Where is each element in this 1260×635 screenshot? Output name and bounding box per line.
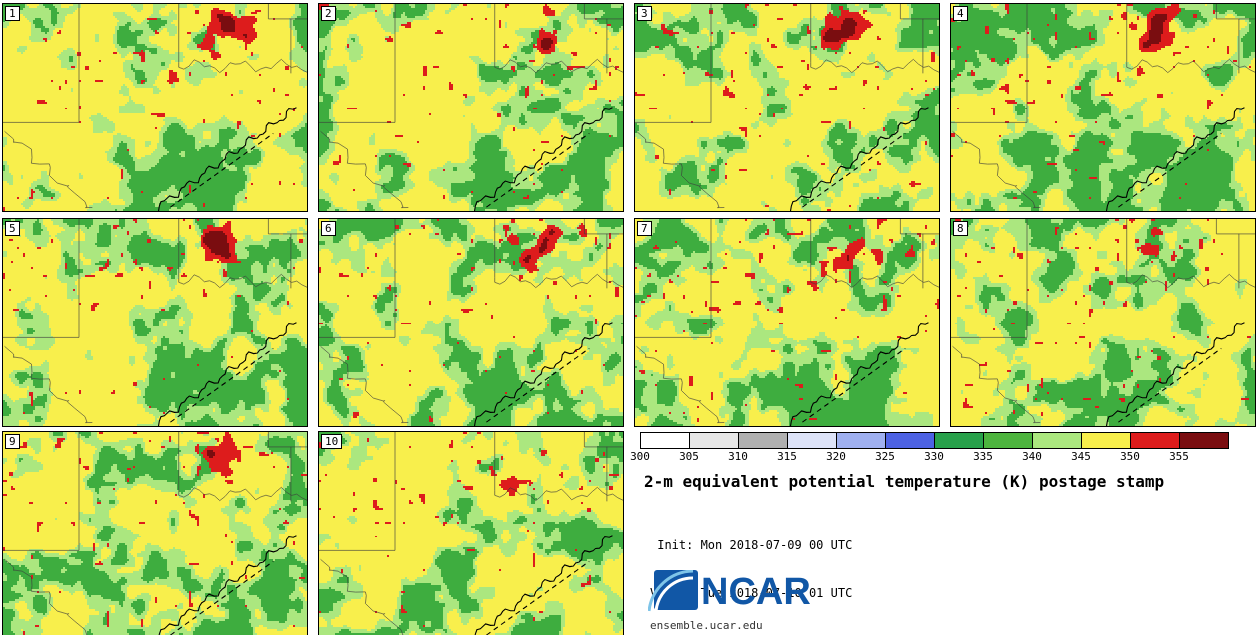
colorbar-tick-label: 335: [973, 450, 993, 463]
colorbar-tick-labels: 300 305 310 315 320 325 330 335 340 345 350 355: [630, 450, 1260, 464]
colorbar-segment: [1032, 432, 1082, 449]
member-map-canvas: [635, 4, 939, 211]
ensemble-member-panel: 3: [634, 3, 940, 212]
colorbar-segment: [787, 432, 837, 449]
ensemble-member-panel: 7: [634, 218, 940, 427]
colorbar-segment: [689, 432, 739, 449]
member-number-label: 1: [5, 6, 20, 21]
member-number-label: 4: [953, 6, 968, 21]
member-number-label: 3: [637, 6, 652, 21]
member-map-canvas: [319, 4, 623, 211]
colorbar-segment: [1179, 432, 1229, 449]
member-map-canvas: [3, 432, 307, 635]
member-map-canvas: [951, 4, 1255, 211]
member-number-label: 5: [5, 221, 20, 236]
member-map-canvas: [635, 219, 939, 426]
colorbar-segment: [738, 432, 788, 449]
member-number-label: 6: [321, 221, 336, 236]
member-map-canvas: [319, 432, 623, 635]
member-number-label: 9: [5, 434, 20, 449]
init-time: Init: Mon 2018-07-09 00 UTC: [650, 538, 853, 552]
colorbar-tick-label: 350: [1120, 450, 1140, 463]
colorbar-tick-label: 310: [728, 450, 748, 463]
member-map-canvas: [951, 219, 1255, 426]
plot-title: 2-m equivalent potential temperature (K)…: [644, 472, 1165, 491]
colorbar-tick-label: 355: [1169, 450, 1189, 463]
member-number-label: 10: [321, 434, 343, 449]
ensemble-member-panel: 6: [318, 218, 624, 427]
colorbar-tick-label: 315: [777, 450, 797, 463]
colorbar-segment: [1081, 432, 1131, 449]
ncar-logo-mark: [648, 570, 698, 612]
site-url: ensemble.ucar.edu: [650, 619, 763, 632]
ensemble-member-panel: 10: [318, 431, 624, 635]
ncar-logo: NCAR: [648, 570, 811, 612]
ensemble-member-panel: 9: [2, 431, 308, 635]
colorbar-segment: [640, 432, 690, 449]
ensemble-member-panel: 8: [950, 218, 1256, 427]
member-number-label: 2: [321, 6, 336, 21]
colorbar-tick-label: 300: [630, 450, 650, 463]
member-map-canvas: [319, 219, 623, 426]
colorbar-tick-label: 325: [875, 450, 895, 463]
colorbar-segment: [983, 432, 1033, 449]
colorbar-tick-label: 305: [679, 450, 699, 463]
ensemble-member-panel: 1: [2, 3, 308, 212]
colorbar-segment: [885, 432, 935, 449]
member-number-label: 8: [953, 221, 968, 236]
member-map-canvas: [3, 219, 307, 426]
member-number-label: 7: [637, 221, 652, 236]
colorbar: [640, 432, 1229, 449]
colorbar-segment: [836, 432, 886, 449]
ensemble-member-panel: 2: [318, 3, 624, 212]
init-valid-times: Init: Mon 2018-07-09 00 UTC Valid: Tue 2…: [650, 505, 852, 633]
colorbar-tick-label: 330: [924, 450, 944, 463]
member-map-canvas: [3, 4, 307, 211]
ncar-logo-text: NCAR: [701, 571, 811, 613]
ensemble-member-panel: 5: [2, 218, 308, 427]
colorbar-segment: [934, 432, 984, 449]
colorbar-tick-label: 340: [1022, 450, 1042, 463]
colorbar-tick-label: 320: [826, 450, 846, 463]
colorbar-tick-label: 345: [1071, 450, 1091, 463]
colorbar-segment: [1130, 432, 1180, 449]
ensemble-member-panel: 4: [950, 3, 1256, 212]
